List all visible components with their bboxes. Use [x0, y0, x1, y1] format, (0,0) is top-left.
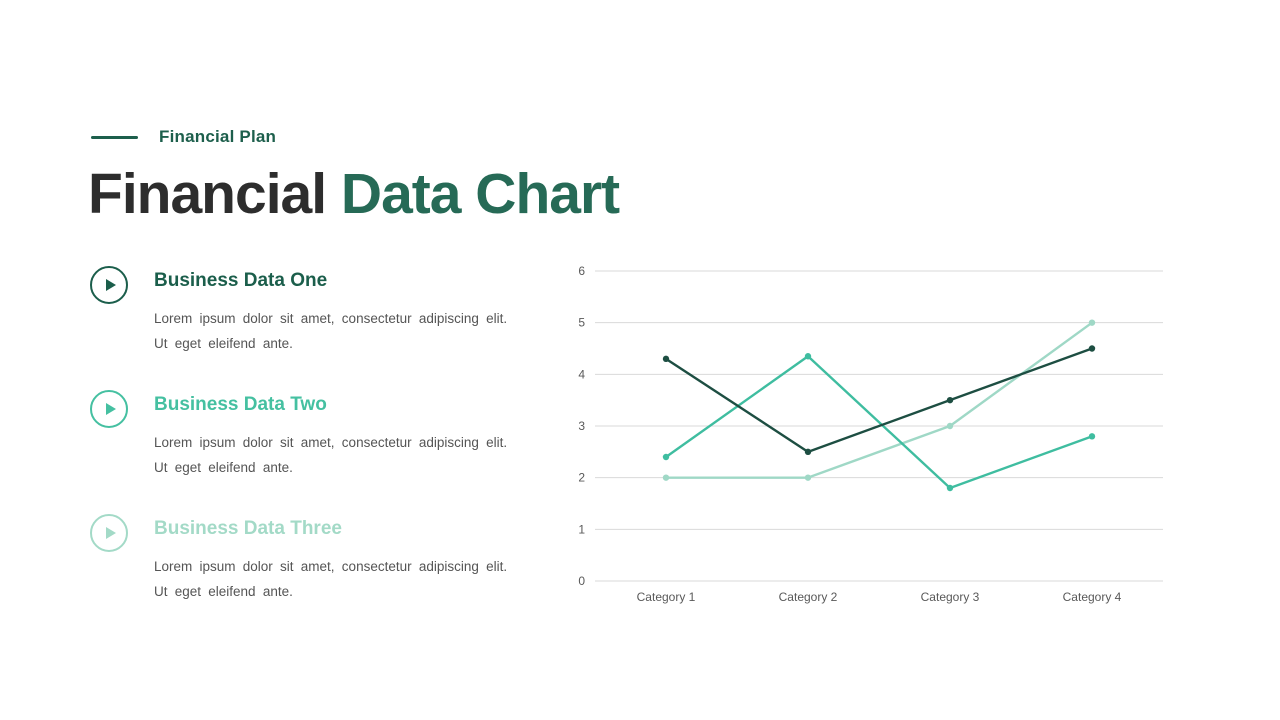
item-body-line: Lorem ipsum dolor sit amet, consectetur … — [154, 311, 508, 326]
page-title: Financial Data Chart — [88, 161, 620, 227]
svg-text:5: 5 — [578, 316, 585, 330]
svg-text:0: 0 — [578, 574, 585, 588]
play-triangle-icon — [105, 527, 116, 539]
play-icon — [90, 390, 128, 428]
play-triangle-icon — [105, 279, 116, 291]
kicker: Financial Plan — [91, 127, 276, 147]
svg-text:Category 4: Category 4 — [1063, 590, 1122, 604]
kicker-dash — [91, 135, 138, 139]
page-title-accent: Data Chart — [340, 162, 620, 226]
kicker-label: Financial Plan — [159, 127, 277, 146]
item-body-line: Ut eget eleifend ante. — [154, 460, 293, 475]
item-body-line: Ut eget eleifend ante. — [154, 336, 293, 351]
line-chart: 0 1 2 3 4 5 6 Category 1 Category 2 Category 3 Cat… — [565, 255, 1177, 615]
list-item: Business Data Three Lorem ipsum dolor si… — [90, 510, 550, 604]
item-body: Lorem ipsum dolor sit amet, consectetur … — [154, 554, 507, 604]
svg-text:6: 6 — [578, 264, 585, 278]
item-body: Lorem ipsum dolor sit amet, consectetur … — [154, 430, 507, 480]
item-content: Business Data Two Lorem ipsum dolor sit … — [154, 386, 507, 480]
item-heading: Business Data Two — [154, 394, 327, 415]
list-item: Business Data Two Lorem ipsum dolor sit … — [90, 386, 550, 480]
list-item: Business Data One Lorem ipsum dolor sit … — [90, 262, 550, 356]
item-body: Lorem ipsum dolor sit amet, consectetur … — [154, 306, 507, 356]
item-list: Business Data One Lorem ipsum dolor sit … — [90, 262, 550, 634]
item-heading: Business Data One — [154, 270, 328, 291]
line-chart-canvas: 0 1 2 3 4 5 6 Category 1 Category 2 Category 3 Cat… — [578, 264, 1163, 604]
svg-text:1: 1 — [578, 522, 585, 536]
svg-text:4: 4 — [578, 367, 585, 381]
svg-text:2: 2 — [578, 471, 585, 485]
item-body-line: Ut eget eleifend ante. — [154, 584, 293, 599]
page-title-primary: Financial — [88, 162, 327, 226]
svg-text:Category 3: Category 3 — [921, 590, 980, 604]
play-icon — [90, 266, 128, 304]
play-icon — [90, 514, 128, 552]
item-content: Business Data Three Lorem ipsum dolor si… — [154, 510, 507, 604]
svg-text:Category 1: Category 1 — [637, 590, 696, 604]
item-content: Business Data One Lorem ipsum dolor sit … — [154, 262, 507, 356]
item-body-line: Lorem ipsum dolor sit amet, consectetur … — [154, 559, 508, 574]
item-body-line: Lorem ipsum dolor sit amet, consectetur … — [154, 435, 508, 450]
item-heading: Business Data Three — [154, 518, 342, 539]
svg-text:3: 3 — [578, 419, 585, 433]
svg-text:Category 2: Category 2 — [779, 590, 838, 604]
play-triangle-icon — [105, 403, 116, 415]
